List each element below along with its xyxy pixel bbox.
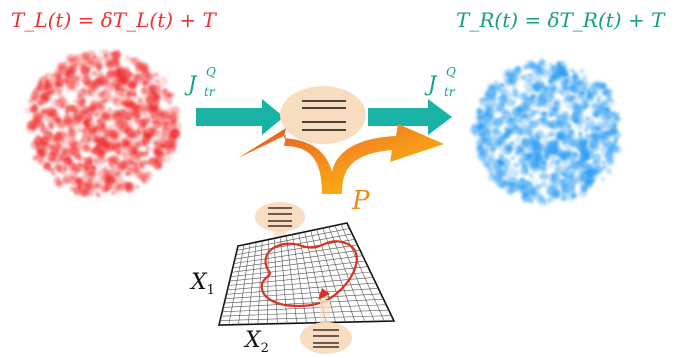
heat-current-label-left: J Q tr: [188, 66, 216, 98]
right-temperature-equation: T_R(t) = δT_R(t) + T: [456, 8, 665, 32]
parameter-grid: [217, 222, 396, 326]
left-reservoir-cloud: [24, 48, 182, 198]
heat-current-subscript: tr: [444, 85, 455, 99]
heat-current-symbol: J: [428, 72, 437, 96]
heat-current-superscript: Q: [206, 65, 216, 79]
heat-flow-arrow-left: [196, 99, 284, 135]
right-reservoir-cloud: [470, 58, 623, 207]
heat-current-subscript: tr: [204, 85, 215, 99]
control-axis-x2: X2: [245, 328, 269, 356]
left-temperature-equation: T_L(t) = δT_L(t) + T: [11, 8, 216, 32]
control-axis-x1: X1: [191, 270, 215, 298]
heat-current-symbol: J: [188, 72, 197, 96]
heat-current-superscript: Q: [446, 65, 456, 79]
heat-current-label-right: J Q tr: [428, 66, 456, 98]
energy-level-bubble-bottom: [300, 300, 352, 354]
power-label: P: [352, 186, 370, 216]
energy-level-bubble-center: [280, 86, 366, 144]
heat-flow-arrow-right: [368, 99, 452, 135]
work-output-arrow: [238, 124, 444, 194]
control-cycle-loop: [260, 240, 358, 308]
